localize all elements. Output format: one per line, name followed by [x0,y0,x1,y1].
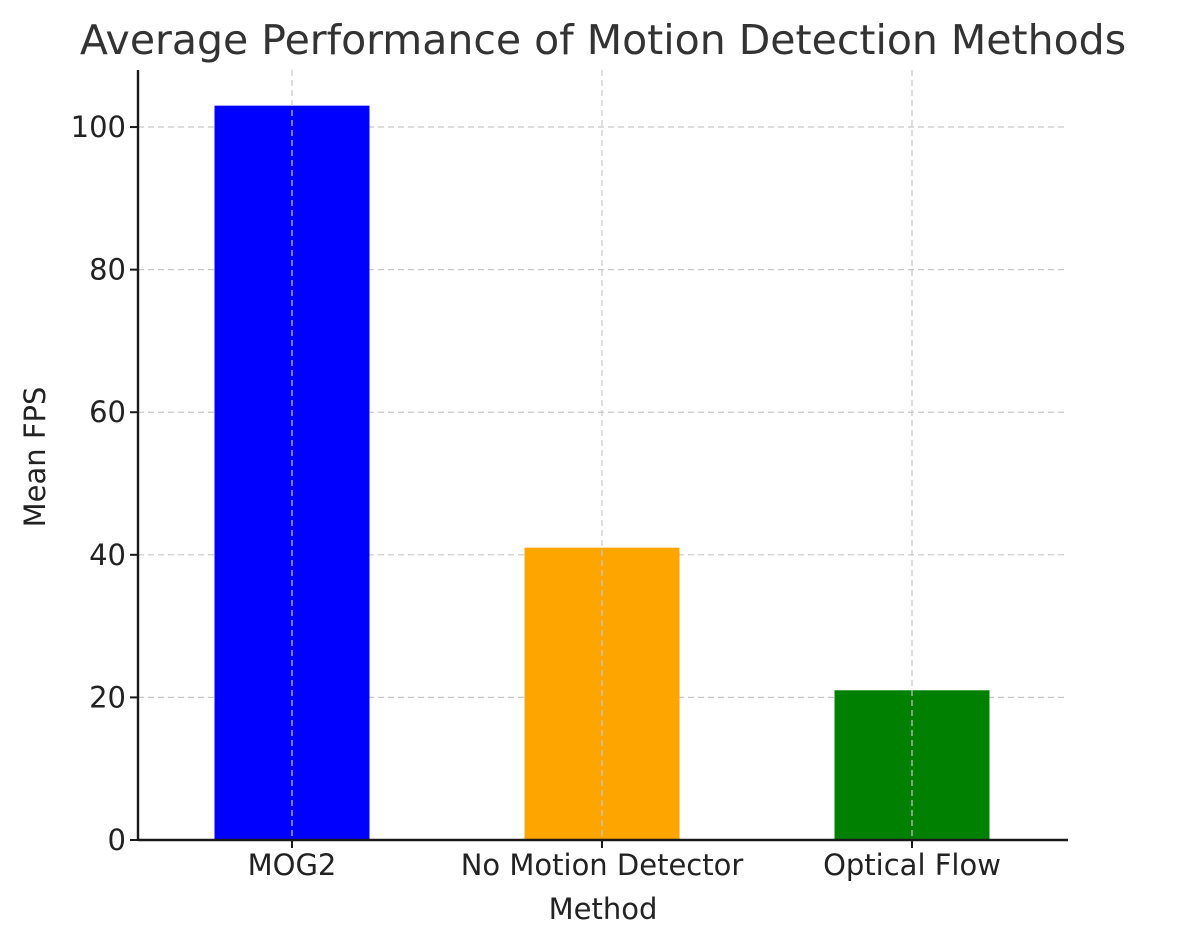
x-tick-label: MOG2 [248,848,337,882]
chart-title: Average Performance of Motion Detection … [80,16,1126,64]
x-axis-ticks: MOG2 No Motion Detector Optical Flow [248,840,1001,882]
x-axis-title: Method [549,892,658,926]
y-tick-label: 100 [71,110,126,144]
y-axis-ticks: 0 20 40 60 80 100 [71,110,138,857]
x-tick-label: Optical Flow [823,848,1001,882]
y-tick-label: 0 [108,823,126,857]
y-tick-label: 20 [89,680,126,714]
y-axis-title: Mean FPS [18,387,52,528]
vertical-grid-lines [291,70,913,840]
y-tick-label: 40 [89,538,126,572]
y-tick-label: 60 [89,395,126,429]
y-tick-label: 80 [89,253,126,287]
x-tick-label: No Motion Detector [461,848,744,882]
